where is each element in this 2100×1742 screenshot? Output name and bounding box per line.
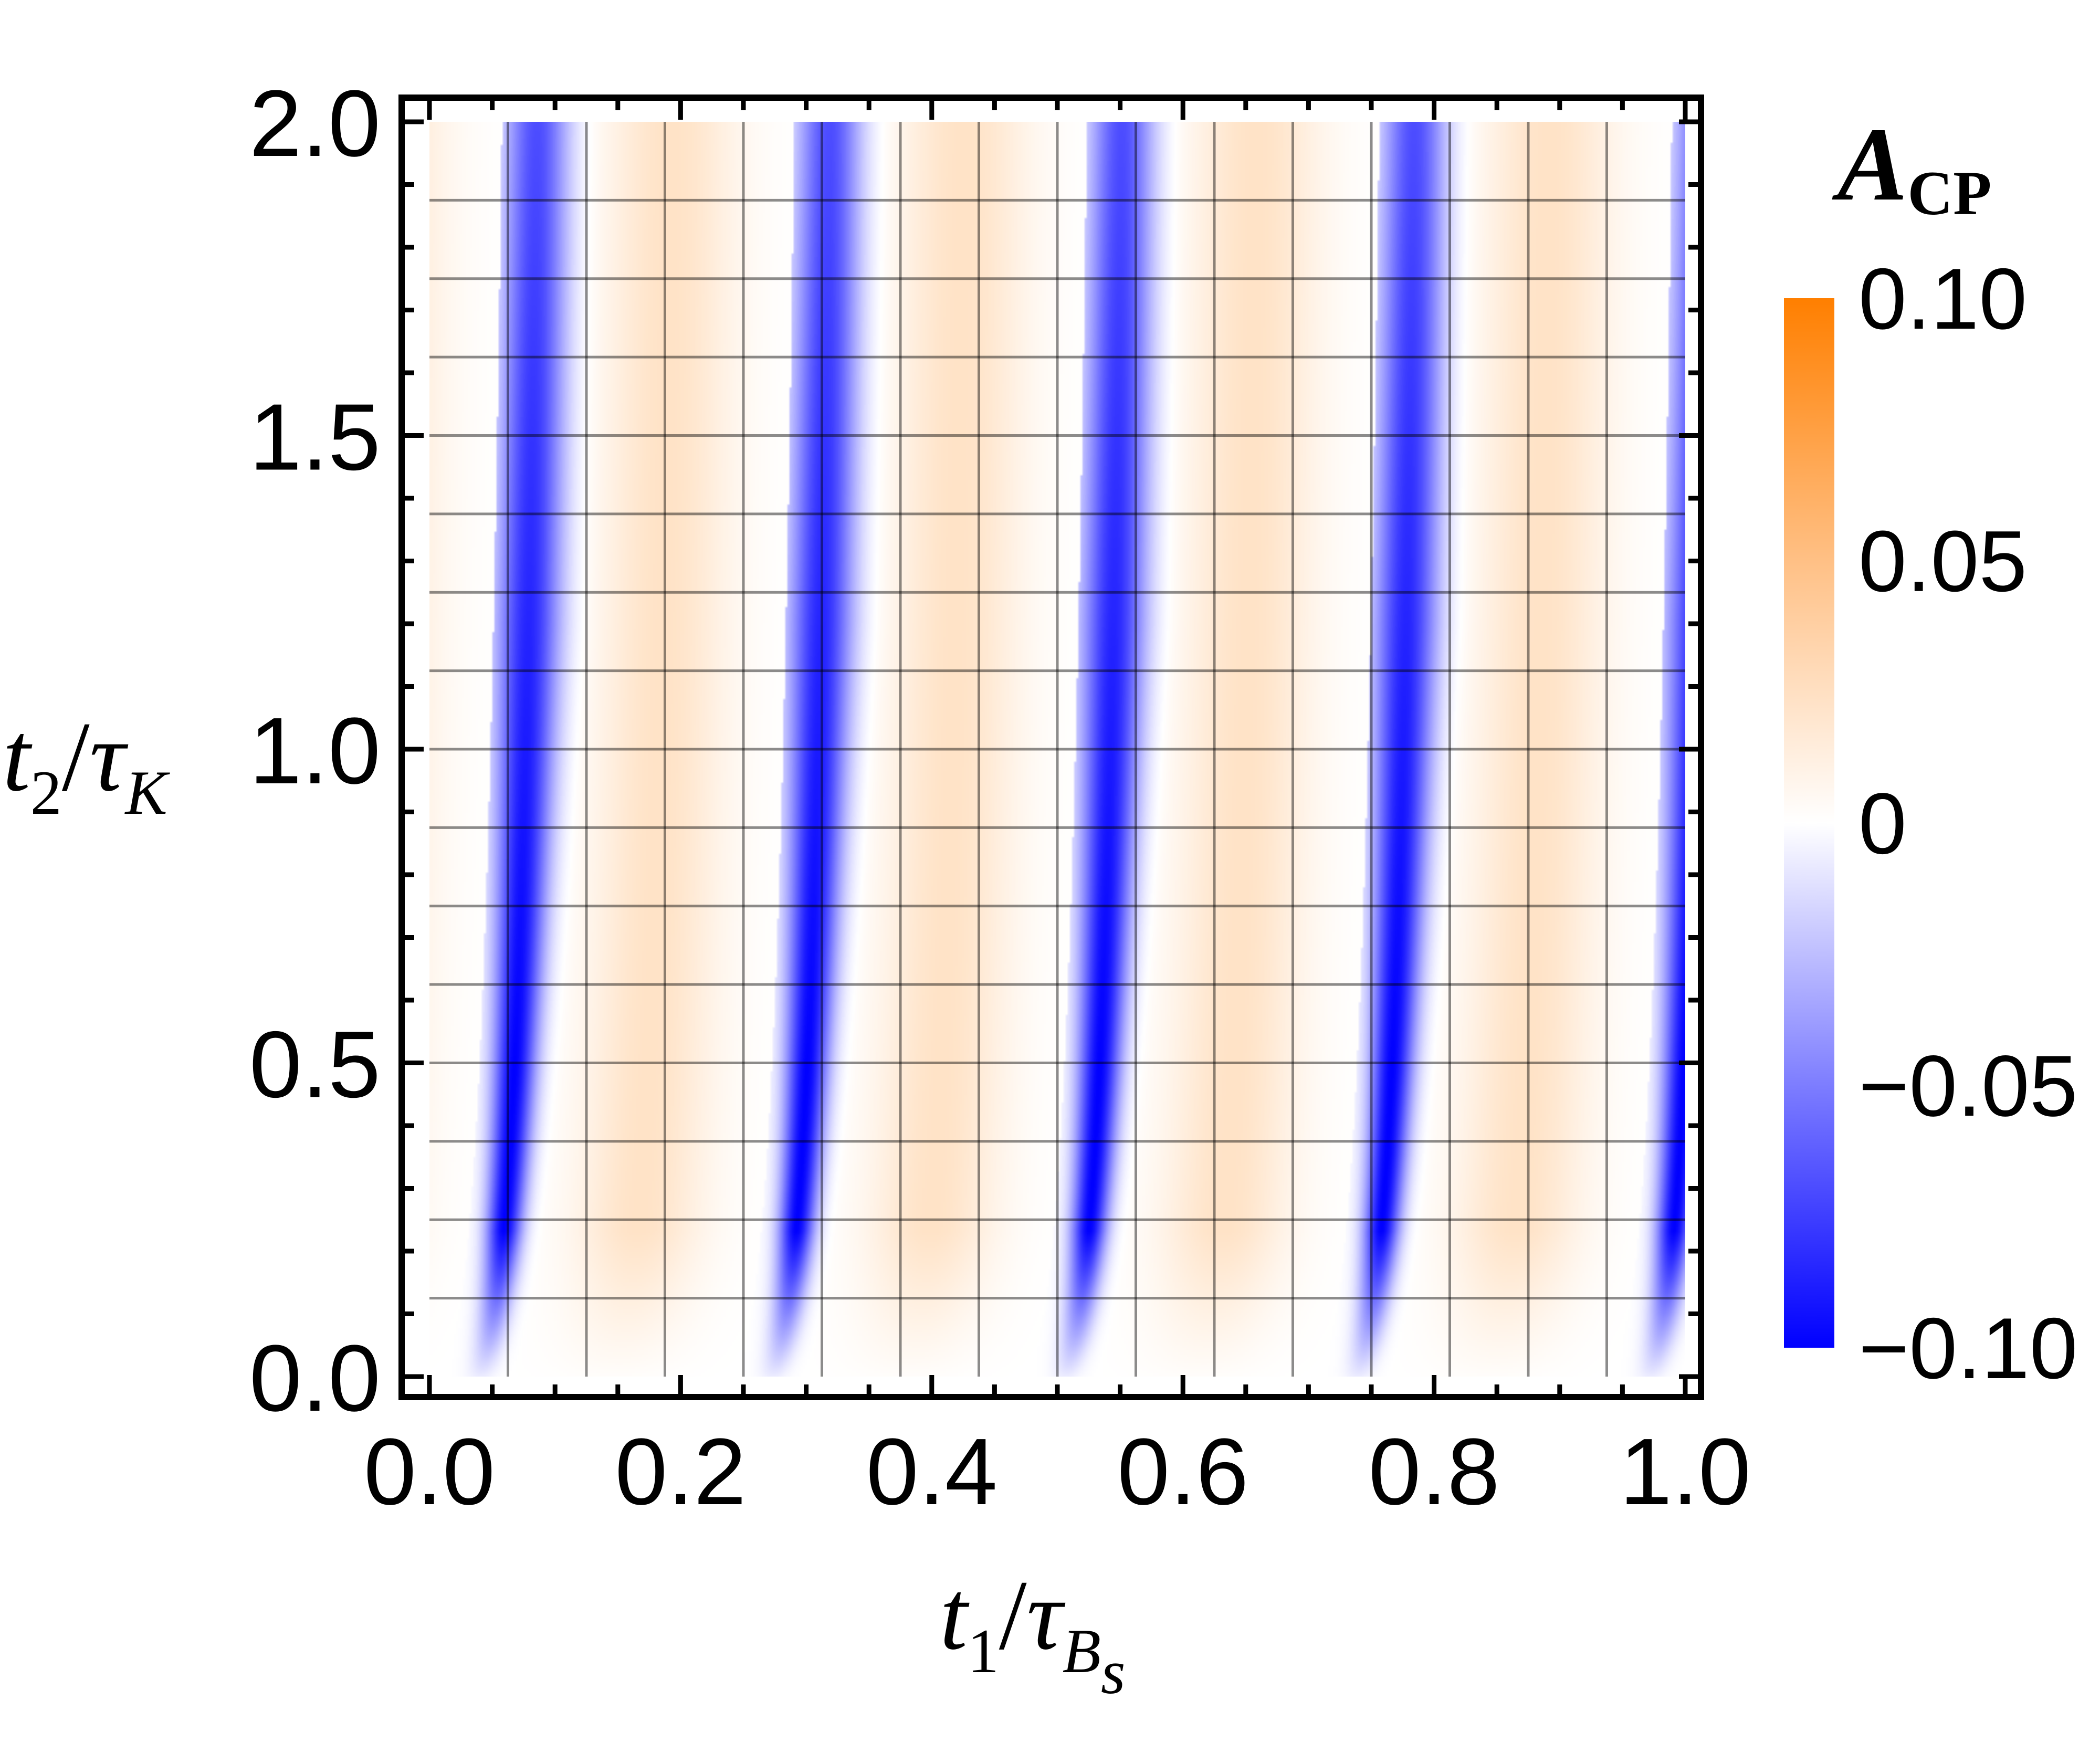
colorbar-title: ACP [1832,107,1991,228]
x-tick-label: 0.4 [866,1419,998,1525]
x-tick-label: 0.6 [1117,1419,1248,1525]
y-tick-labels: 0.0 0.5 1.0 1.5 2.0 [249,71,381,1431]
heatmap-image [429,122,1685,1377]
colorbar [1784,298,1834,1348]
x-axis-title: t1/τBs [940,1560,1126,1707]
tick-marks [402,98,1701,1397]
colorbar-tick-label: −0.10 [1858,1300,2078,1397]
y-tick-label: 1.5 [249,385,381,490]
colorbar-tick-labels: 0.10 0.05 0 −0.05 −0.10 [1858,250,2078,1397]
colorbar-tick-label: 0.05 [1858,513,2027,610]
y-tick-label: 2.0 [249,71,381,176]
x-tick-labels: 0.0 0.2 0.4 0.6 0.8 1.0 [364,1419,1751,1525]
y-axis-title: t2/τK [3,702,171,827]
y-tick-label: 0.0 [249,1326,381,1431]
colorbar-tick-label: −0.05 [1858,1037,2078,1134]
y-tick-label: 0.5 [249,1012,381,1118]
x-tick-label: 0.2 [615,1419,746,1525]
y-tick-label: 1.0 [249,698,381,804]
x-tick-label: 1.0 [1620,1419,1751,1525]
x-tick-label: 0.0 [364,1419,495,1525]
colorbar-tick-label: 0 [1858,775,1907,872]
x-tick-label: 0.8 [1368,1419,1499,1525]
grid-lines [429,122,1685,1377]
colorbar-tick-label: 0.10 [1858,250,2027,347]
